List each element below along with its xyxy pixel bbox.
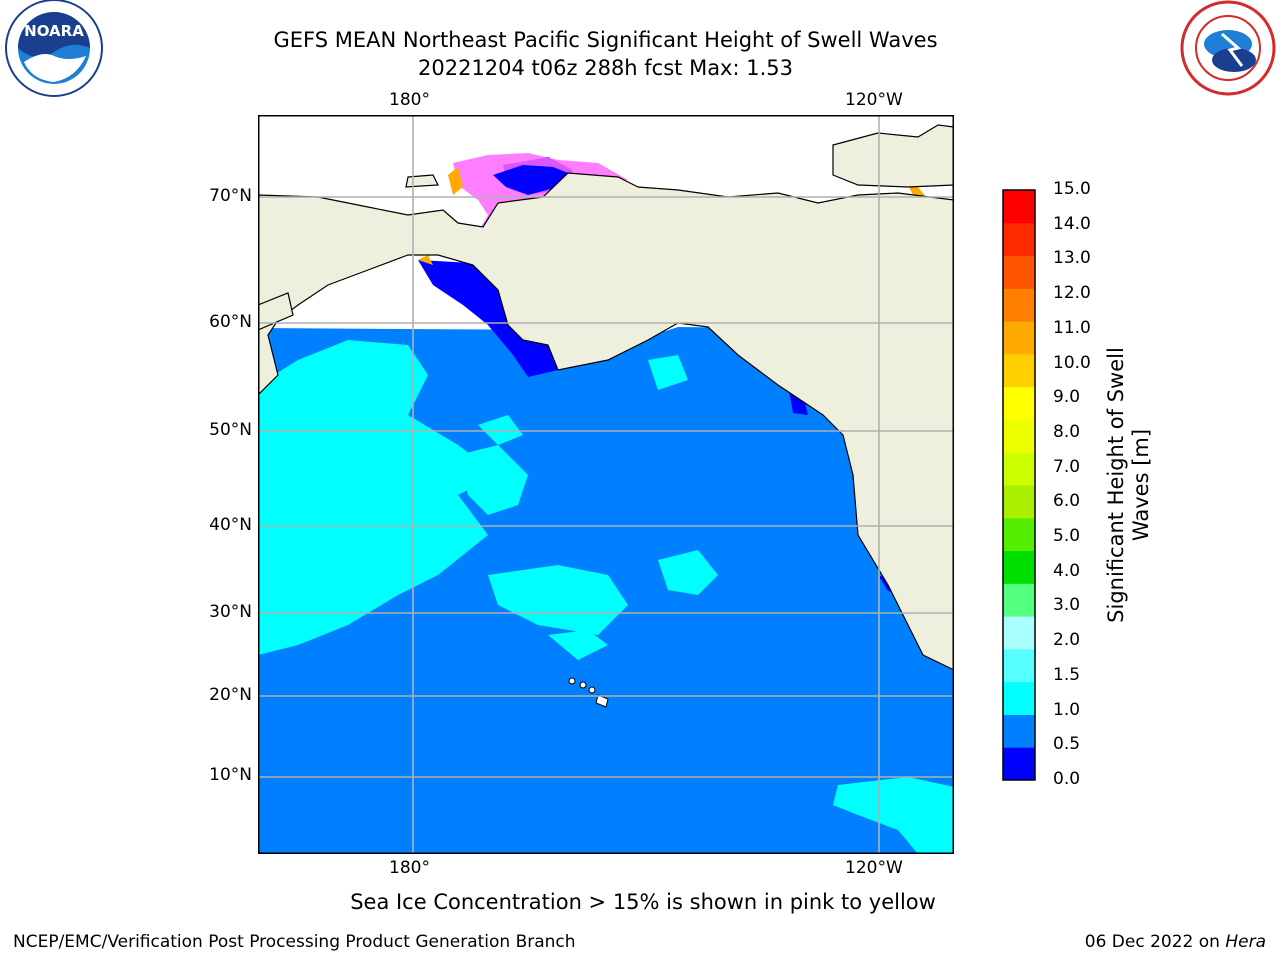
map-title: GEFS MEAN Northeast Pacific Significant … [273,28,938,52]
colorbar-tick-label: 6.0 [1053,491,1081,512]
colorbar-tick-label: 15.0 [1053,179,1091,199]
map-panel [258,115,954,854]
colorbar-tick-label: 13.0 [1053,248,1091,269]
land-masses [258,124,954,671]
colorbar-label: Significant Height of Swell Waves [m] [1104,315,1154,655]
nws-logo [1180,0,1276,96]
colorbar-segment [1003,386,1035,420]
colorbar-segment [1003,321,1035,355]
footer-machine: Hera [1225,932,1266,952]
footer-date: 06 Dec 2022 on Hera [1085,932,1266,952]
colorbar-label-line2: Waves [m] [1129,428,1153,542]
swell-cyan-patches [258,340,954,854]
colorbar-tick-label: 0.0 [1053,769,1081,789]
colorbar-segment [1003,648,1035,683]
colorbar-segment [1003,452,1035,486]
map-subtitle: 20221204 t06z 288h fcst Max: 1.53 [418,56,793,80]
footer-credit: NCEP/EMC/Verification Post Processing Pr… [13,932,576,952]
colorbar-segment [1003,681,1035,715]
lon-label-top-120w: 120°W [845,90,903,110]
sea-ice-note: Sea Ice Concentration > 15% is shown in … [350,890,936,914]
map-frame [258,115,954,854]
lat-label-70n: 70°N [209,186,252,206]
colorbar-tick-label: 4.0 [1053,560,1081,581]
colorbar-segment [1003,550,1035,584]
footer-date-text: 06 Dec 2022 on [1084,932,1226,952]
lon-label-bottom-180: 180° [389,858,430,878]
colorbar-tick-label: 8.0 [1053,421,1081,442]
colorbar-tick-label: 11.0 [1053,317,1091,338]
lat-label-10n: 10°N [209,765,252,785]
colorbar-tick-label: 10.0 [1053,352,1091,373]
colorbar-tick-label: 3.0 [1053,595,1081,616]
colorbar-segment [1003,419,1035,453]
lat-label-40n: 40°N [209,515,252,535]
colorbar-label-line1: Significant Height of Swell [1104,347,1128,623]
colorbar-segment [1003,485,1035,519]
colorbar-segment [1003,288,1035,322]
colorbar-tick-label: 1.0 [1053,699,1081,720]
colorbar-segment [1003,255,1035,289]
lat-label-30n: 30°N [209,602,252,622]
lon-label-bottom-120w: 120°W [845,858,903,878]
lat-label-20n: 20°N [209,685,252,705]
lon-label-top-180: 180° [389,90,430,110]
colorbar-tick-label: 12.0 [1053,283,1091,304]
noaa-logo: NOARA [5,0,103,97]
colorbar-tick-label: 14.0 [1053,213,1091,234]
graticule [258,115,954,854]
colorbar-tick-label: 0.5 [1053,734,1081,755]
colorbar-tick-label: 5.0 [1053,526,1081,547]
colorbar-segment [1003,517,1035,552]
noaa-logo-text: NOARA [24,22,84,40]
colorbar-segment [1003,353,1035,388]
colorbar-segment [1003,714,1035,748]
hawaii-islands [568,677,609,708]
colorbar-tick-label: 9.0 [1053,387,1081,408]
colorbar-segment [1003,222,1035,257]
colorbar-tick-label: 7.0 [1053,456,1081,477]
colorbar-segment [1003,747,1035,781]
colorbar-tick-label: 2.0 [1053,630,1081,651]
colorbar-segment [1003,616,1035,650]
colorbar-segment [1003,583,1035,617]
colorbar-segment [1003,190,1035,224]
lat-label-60n: 60°N [209,312,252,332]
colorbar [1002,189,1036,781]
colorbar-frame [1002,189,1036,781]
lat-label-50n: 50°N [209,420,252,440]
colorbar-tick-label: 1.5 [1053,664,1081,685]
